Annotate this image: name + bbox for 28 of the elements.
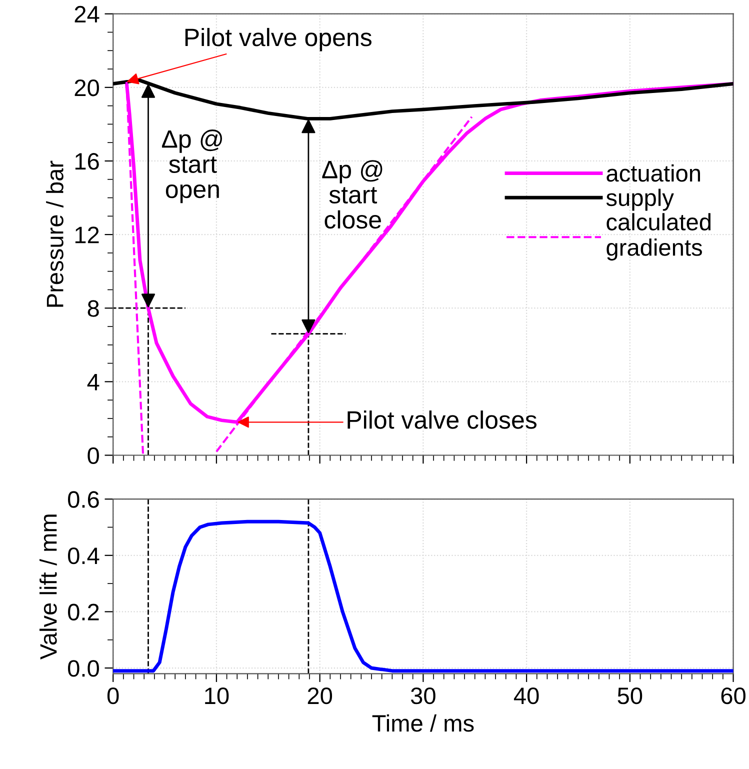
y-tick-label: 0.0 xyxy=(68,660,99,677)
legend-label: supply xyxy=(606,188,674,211)
x-tick-label: 50 xyxy=(618,687,642,704)
y-tick-label: 24 xyxy=(74,6,100,22)
legend-label: actuation xyxy=(606,164,700,182)
y-tick-label: 4 xyxy=(87,374,100,390)
x-axis-title: Time / ms xyxy=(372,714,474,732)
annotation: Δp @ start open xyxy=(162,130,222,204)
annotation: Pilot valve opens xyxy=(185,28,372,52)
y-tick-label: 12 xyxy=(75,226,99,244)
x-tick-label: 60 xyxy=(721,687,746,704)
x-tick-label: 0 xyxy=(107,687,119,704)
y-tick-label: 8 xyxy=(88,300,99,317)
y-tick-label: 0.6 xyxy=(68,491,99,508)
x-tick-label: 30 xyxy=(410,687,436,704)
x-tick-label: 40 xyxy=(514,687,539,704)
annotation: Pilot valve closes xyxy=(348,410,537,429)
x-tick-label: 10 xyxy=(205,687,229,704)
y-tick-label: 0.4 xyxy=(68,547,100,564)
y-tick-label: 0.2 xyxy=(68,604,99,620)
y-tick-label: 0 xyxy=(88,447,99,464)
x-tick-label: 20 xyxy=(308,687,332,704)
y-tick-label: 16 xyxy=(75,153,99,170)
y-tick-label: 20 xyxy=(74,79,99,96)
y-axis-title: Pressure / bar xyxy=(46,160,64,307)
y-axis-title: Valve lift / mm xyxy=(40,514,57,660)
annotation: Δp @ start close xyxy=(322,160,382,229)
legend-label: calculated gradients xyxy=(606,213,711,261)
